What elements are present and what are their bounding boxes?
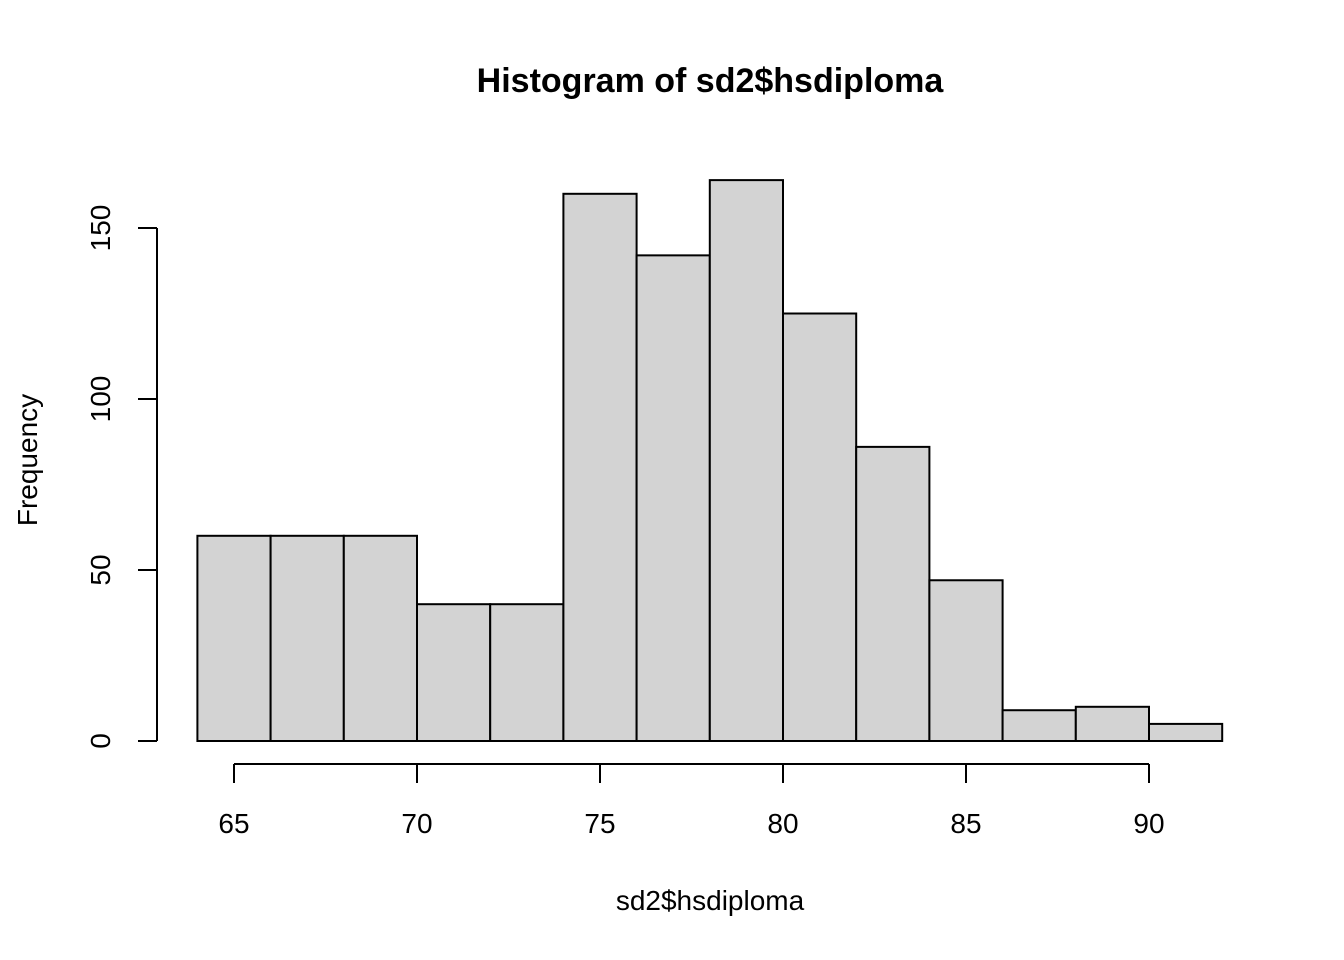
histogram-bar (562, 192, 638, 743)
x-axis-label: sd2$hsdiploma (616, 885, 805, 916)
histogram-bar (342, 534, 418, 742)
y-axis-label: Frequency (12, 394, 43, 526)
y-tick-label: 100 (85, 376, 116, 423)
histogram-bar (196, 534, 272, 742)
bars-group (196, 179, 1224, 743)
x-tick-label: 80 (767, 808, 798, 839)
y-tick-label: 150 (85, 205, 116, 252)
histogram-bar (708, 179, 784, 742)
x-tick-label: 65 (218, 808, 249, 839)
histogram-bar (416, 603, 492, 743)
histogram-bar (635, 254, 711, 743)
x-tick-label: 75 (584, 808, 615, 839)
histogram-bar (1001, 709, 1077, 742)
y-tick-label: 50 (85, 554, 116, 585)
histogram-bar (782, 312, 858, 742)
x-tick-label: 70 (401, 808, 432, 839)
chart-title: Histogram of sd2$hsdiploma (477, 62, 945, 100)
y-tick-label: 0 (85, 733, 116, 749)
x-axis: 65 70 75 80 85 90 (218, 763, 1165, 839)
histogram-bar (269, 534, 345, 742)
histogram-bar (855, 445, 931, 742)
histogram-bar (489, 603, 565, 743)
histogram-bar (1074, 705, 1151, 742)
x-tick-label: 85 (950, 808, 981, 839)
x-tick-label: 90 (1133, 808, 1164, 839)
y-axis: 0 50 100 150 (85, 205, 158, 749)
histogram-bar (928, 579, 1004, 743)
histogram-bar (1148, 722, 1224, 743)
